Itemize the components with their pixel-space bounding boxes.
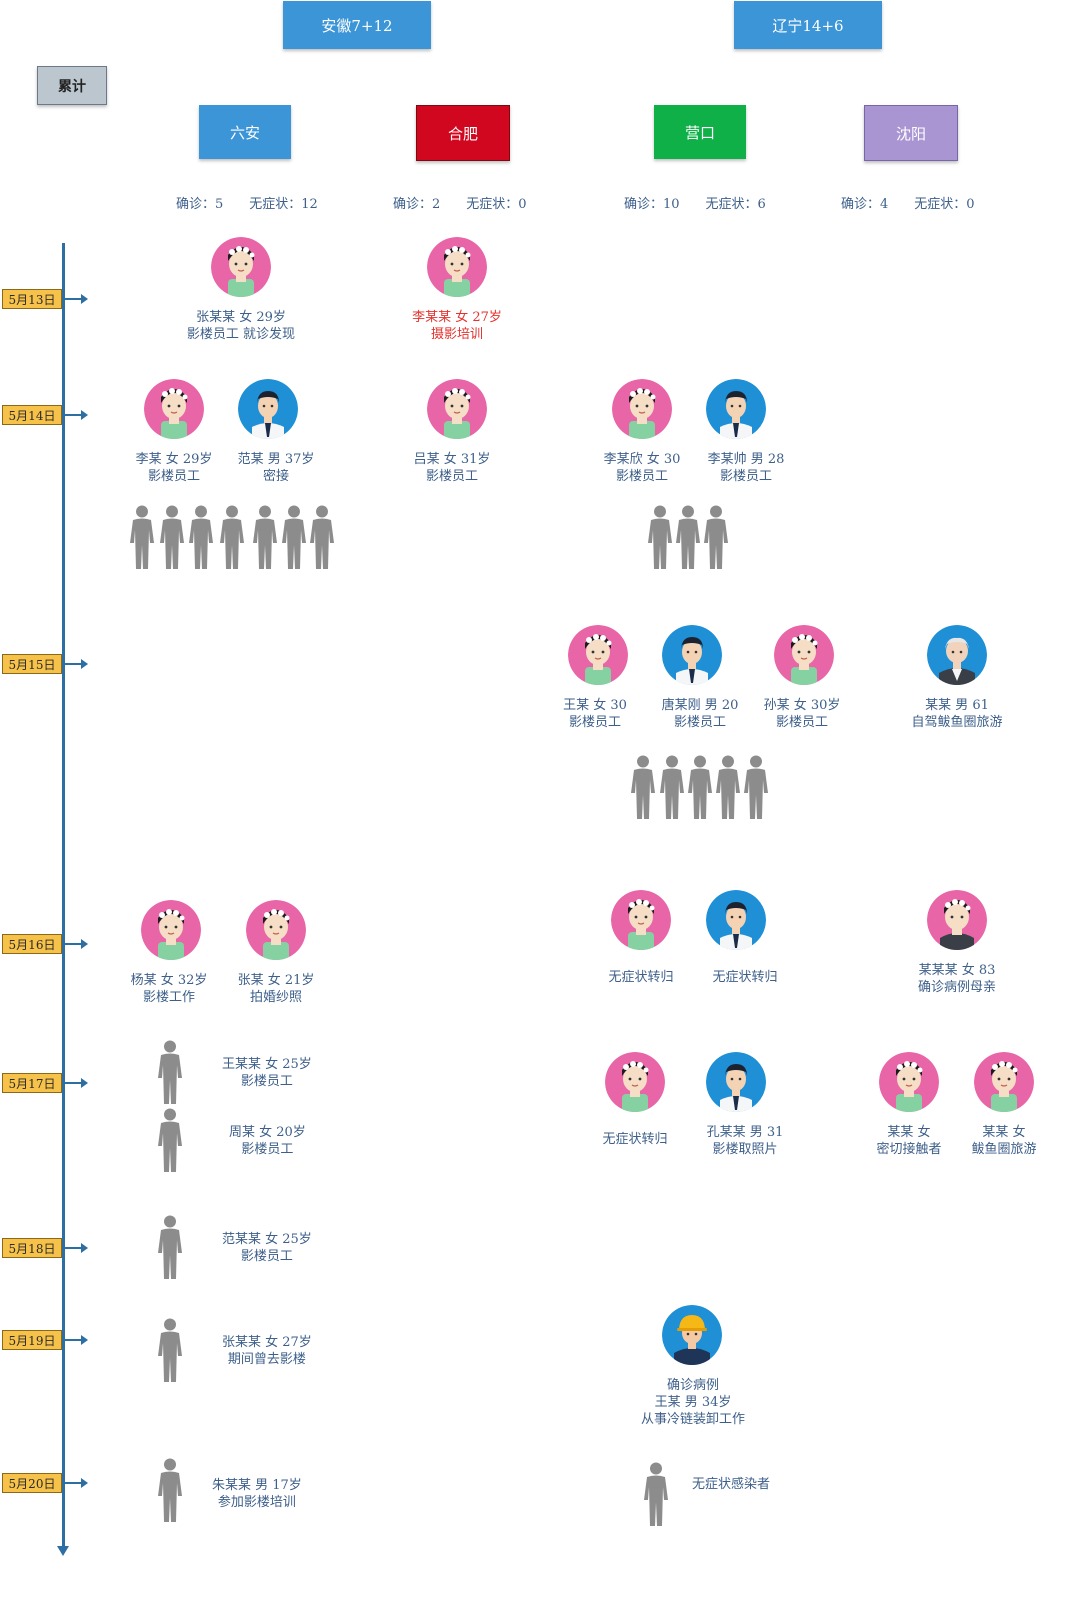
male-avatar-icon bbox=[706, 1052, 766, 1112]
case-caption: 张某某 女 29岁 影楼员工 就诊发现 bbox=[186, 310, 296, 342]
case-caption: 无症状转归 bbox=[602, 1132, 668, 1147]
female-avatar-icon bbox=[605, 1052, 665, 1112]
city-stats-yingkou: 确诊：10 无症状：6 bbox=[624, 197, 766, 212]
date-label: 5月13日 bbox=[2, 289, 62, 309]
case-caption: 某某某 女 83 确诊病例母亲 bbox=[917, 963, 996, 995]
female-avatar-icon bbox=[879, 1052, 939, 1112]
case-caption: 无症状感染者 bbox=[692, 1477, 771, 1492]
female-avatar-icon bbox=[246, 900, 306, 960]
region-liaoning: 辽宁14+6 bbox=[734, 1, 882, 49]
female-avatar-icon bbox=[141, 900, 201, 960]
date-label: 5月16日 bbox=[2, 934, 62, 954]
case-caption: 孙某 女 30岁 影楼员工 bbox=[763, 698, 841, 730]
case-caption: 无症状转归 bbox=[712, 970, 778, 985]
asymptomatic-person-icon bbox=[127, 505, 157, 569]
asymptomatic-person-icon bbox=[307, 505, 337, 569]
date-label: 5月17日 bbox=[2, 1073, 62, 1093]
elderly-woman-avatar-icon bbox=[927, 890, 987, 950]
city-stats-hefei: 确诊：2 无症状：0 bbox=[393, 197, 527, 212]
asymptomatic-person-icon bbox=[155, 1215, 185, 1279]
asymptomatic-person-icon bbox=[279, 505, 309, 569]
asymptomatic-person-icon bbox=[186, 505, 216, 569]
date-arrow bbox=[62, 1478, 88, 1488]
city-box-yingkou: 营口 bbox=[654, 105, 746, 159]
case-caption: 王某 女 30 影楼员工 bbox=[563, 698, 627, 730]
case-caption: 唐某刚 男 20 影楼员工 bbox=[661, 698, 739, 730]
case-caption: 张某 女 21岁 拍婚纱照 bbox=[237, 973, 315, 1005]
worker-avatar-icon bbox=[662, 1305, 722, 1365]
asymptomatic-person-icon bbox=[155, 1458, 185, 1522]
asymptomatic-person-icon bbox=[155, 1318, 185, 1382]
female-avatar-icon bbox=[427, 237, 487, 297]
asymptomatic-person-icon bbox=[657, 755, 687, 819]
case-caption: 某某 女鲅鱼圈旅游 bbox=[971, 1125, 1037, 1157]
date-arrow bbox=[62, 294, 88, 304]
case-caption: 某某 女密切接触者 bbox=[876, 1125, 942, 1157]
case-caption: 朱某某 男 17岁 参加影楼培训 bbox=[212, 1478, 302, 1510]
timeline-axis bbox=[62, 243, 65, 1548]
female-avatar-icon bbox=[427, 379, 487, 439]
case-caption: 王某某 女 25岁 影楼员工 bbox=[222, 1057, 312, 1089]
case-caption: 某某 男 61 自驾鲅鱼圈旅游 bbox=[911, 698, 1003, 730]
asymptomatic-person-icon bbox=[217, 505, 247, 569]
city-box-luan: 六安 bbox=[199, 105, 291, 159]
asymptomatic-person-icon bbox=[645, 505, 675, 569]
asymptomatic-person-icon bbox=[713, 755, 743, 819]
date-arrow bbox=[62, 1078, 88, 1088]
case-caption: 孔某某 男 31 影楼取照片 bbox=[706, 1125, 784, 1157]
date-arrow bbox=[62, 659, 88, 669]
asymptomatic-person-icon bbox=[673, 505, 703, 569]
asymptomatic-person-icon bbox=[685, 755, 715, 819]
timeline-arrowhead bbox=[57, 1546, 69, 1556]
date-arrow bbox=[62, 1243, 88, 1253]
case-caption: 范某某 女 25岁 影楼员工 bbox=[222, 1232, 312, 1264]
asymptomatic-person-icon bbox=[701, 505, 731, 569]
case-caption: 杨某 女 32岁 影楼工作 bbox=[130, 973, 208, 1005]
case-caption: 张某某 女 27岁 期间曾去影楼 bbox=[222, 1335, 312, 1367]
case-caption: 李某欣 女 30 影楼员工 bbox=[603, 452, 681, 484]
case-caption: 范某 男 37岁 密接 bbox=[237, 452, 315, 484]
case-caption: 无症状转归 bbox=[608, 970, 674, 985]
female-avatar-icon bbox=[211, 237, 271, 297]
asymptomatic-person-icon bbox=[155, 1040, 185, 1104]
date-label: 5月14日 bbox=[2, 405, 62, 425]
female-avatar-icon bbox=[568, 625, 628, 685]
case-caption: 确诊病例 王某 男 34岁 从事冷链装卸工作 bbox=[640, 1378, 745, 1427]
date-label: 5月19日 bbox=[2, 1330, 62, 1350]
male-avatar-icon bbox=[662, 625, 722, 685]
male-avatar-icon bbox=[238, 379, 298, 439]
female-avatar-icon bbox=[974, 1052, 1034, 1112]
region-anhui: 安徽7+12 bbox=[283, 1, 431, 49]
asymptomatic-person-icon bbox=[641, 1462, 671, 1526]
case-caption: 李某 女 29岁 影楼员工 bbox=[135, 452, 213, 484]
asymptomatic-person-icon bbox=[628, 755, 658, 819]
cumulative-label: 累计 bbox=[37, 66, 107, 105]
city-stats-luan: 确诊：5 无症状：12 bbox=[176, 197, 318, 212]
city-box-shenyang: 沈阳 bbox=[864, 105, 958, 161]
elderly-man-avatar-icon bbox=[927, 625, 987, 685]
female-avatar-icon bbox=[612, 379, 672, 439]
female-avatar-icon bbox=[611, 890, 671, 950]
female-avatar-icon bbox=[144, 379, 204, 439]
date-arrow bbox=[62, 939, 88, 949]
male-avatar-icon bbox=[706, 379, 766, 439]
asymptomatic-person-icon bbox=[157, 505, 187, 569]
case-caption: 吕某 女 31岁 影楼员工 bbox=[413, 452, 491, 484]
case-caption: 周某 女 20岁 影楼员工 bbox=[229, 1125, 306, 1157]
date-label: 5月15日 bbox=[2, 654, 62, 674]
city-box-hefei: 合肥 bbox=[416, 105, 510, 161]
city-stats-shenyang: 确诊：4 无症状：0 bbox=[841, 197, 975, 212]
case-caption: 李某某 女 27岁 摄影培训 bbox=[412, 310, 502, 342]
date-label: 5月20日 bbox=[2, 1473, 62, 1493]
date-label: 5月18日 bbox=[2, 1238, 62, 1258]
female-avatar-icon bbox=[774, 625, 834, 685]
asymptomatic-person-icon bbox=[155, 1108, 185, 1172]
date-arrow bbox=[62, 410, 88, 420]
date-arrow bbox=[62, 1335, 88, 1345]
asymptomatic-person-icon bbox=[741, 755, 771, 819]
male-avatar-icon bbox=[706, 890, 766, 950]
case-caption: 李某帅 男 28 影楼员工 bbox=[707, 452, 785, 484]
asymptomatic-person-icon bbox=[250, 505, 280, 569]
